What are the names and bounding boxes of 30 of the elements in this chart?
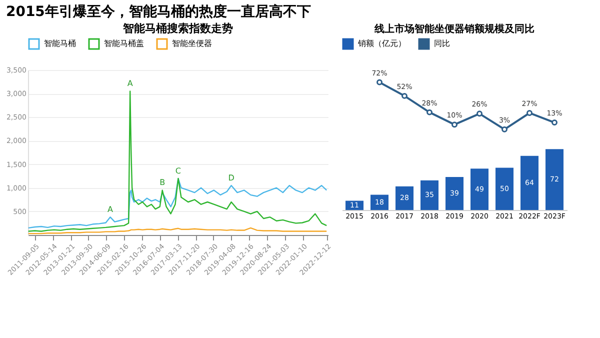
bar: [496, 168, 514, 210]
point: [552, 120, 558, 126]
point: [502, 126, 508, 132]
legend-label: 同比: [434, 39, 450, 48]
legend-label: 智能坐便器: [172, 39, 212, 48]
bar: [520, 156, 538, 210]
bar: [470, 168, 488, 210]
annotation: A: [107, 205, 114, 214]
point: [476, 110, 482, 117]
line-series: [28, 90, 328, 232]
annotation: C: [175, 166, 182, 176]
annotation: A: [127, 79, 134, 88]
point: [376, 79, 382, 86]
legend-label: 智能马桶盖: [104, 39, 144, 48]
point: [526, 110, 532, 116]
point: [452, 122, 458, 128]
bar: [546, 149, 564, 210]
legend-label: 销额（亿元）: [357, 39, 406, 48]
annotation: B: [160, 178, 166, 188]
chart-title: 2015年引爆至今，智能马桶的热度一直居高不下: [6, 3, 311, 20]
chart-subtitle: 智能马桶搜索指数走势: [122, 22, 233, 35]
bar: [346, 200, 364, 210]
bar: [396, 186, 414, 210]
legend-label: 智能马桶: [44, 39, 76, 48]
annotation: D: [228, 174, 234, 182]
chart-title: 线上市场智能坐便器销额规模及同比: [374, 23, 534, 35]
bar: [446, 177, 464, 210]
bar: [420, 180, 438, 210]
point: [426, 109, 432, 116]
point: [402, 92, 408, 99]
